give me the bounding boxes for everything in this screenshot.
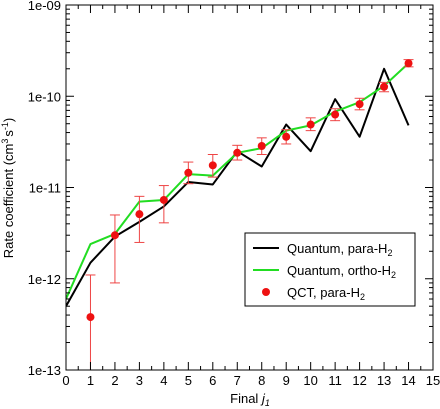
data-point: [135, 210, 144, 219]
legend-label-qct: QCT, para-H2: [287, 285, 365, 302]
data-point: [282, 132, 291, 141]
x-tick-label: 12: [352, 373, 366, 388]
y-tick-label: 1e-10: [28, 89, 61, 104]
x-tick-label: 15: [426, 373, 440, 388]
x-tick-label: 8: [258, 373, 265, 388]
x-tick-label: 3: [136, 373, 143, 388]
data-point: [233, 148, 242, 157]
x-tick-label: 6: [209, 373, 216, 388]
data-point: [184, 168, 193, 177]
x-tick-label: 10: [303, 373, 317, 388]
y-axis-title: Rate coefficient (cm3s-1): [0, 118, 16, 259]
x-tick-label: 13: [377, 373, 391, 388]
data-point: [159, 195, 168, 204]
x-tick-label: 9: [283, 373, 290, 388]
x-tick-label: 14: [401, 373, 415, 388]
x-tick-label: 5: [185, 373, 192, 388]
data-point: [208, 161, 217, 170]
legend: Quantum, para-H2 Quantum, ortho-H2 QCT, …: [244, 232, 416, 307]
legend-marker-qct: [262, 288, 270, 296]
data-point: [355, 100, 364, 109]
data-point: [380, 82, 389, 91]
data-point: [110, 231, 119, 240]
data-point: [86, 313, 95, 322]
y-tick-label: 1e-12: [28, 272, 61, 287]
x-tick-label: 11: [328, 373, 342, 388]
y-tick-label: 1e-09: [28, 0, 61, 13]
y-tick-label: 1e-11: [29, 181, 61, 196]
x-tick-label: 2: [111, 373, 118, 388]
data-point: [306, 120, 315, 129]
legend-label-ortho: Quantum, ortho-H2: [287, 263, 396, 280]
data-point: [257, 141, 266, 150]
x-tick-label: 4: [160, 373, 167, 388]
ticks-layer: 0 1 2 3 4 5 6 7 8 9 10 11 12 13 14 151e-131e-121e-111e-…: [28, 0, 440, 388]
x-tick-label: 1: [87, 373, 94, 388]
data-point: [331, 110, 340, 119]
plot-frame: [65, 4, 434, 371]
y-tick-label: 1e-13: [28, 363, 61, 378]
x-tick-label: 7: [234, 373, 241, 388]
data-point: [404, 59, 413, 68]
legend-label-para: Quantum, para-H2: [287, 241, 392, 258]
points-layer: [85, 59, 414, 370]
x-axis-title: Final j1: [230, 391, 270, 408]
x-tick-label: 0: [62, 373, 69, 388]
